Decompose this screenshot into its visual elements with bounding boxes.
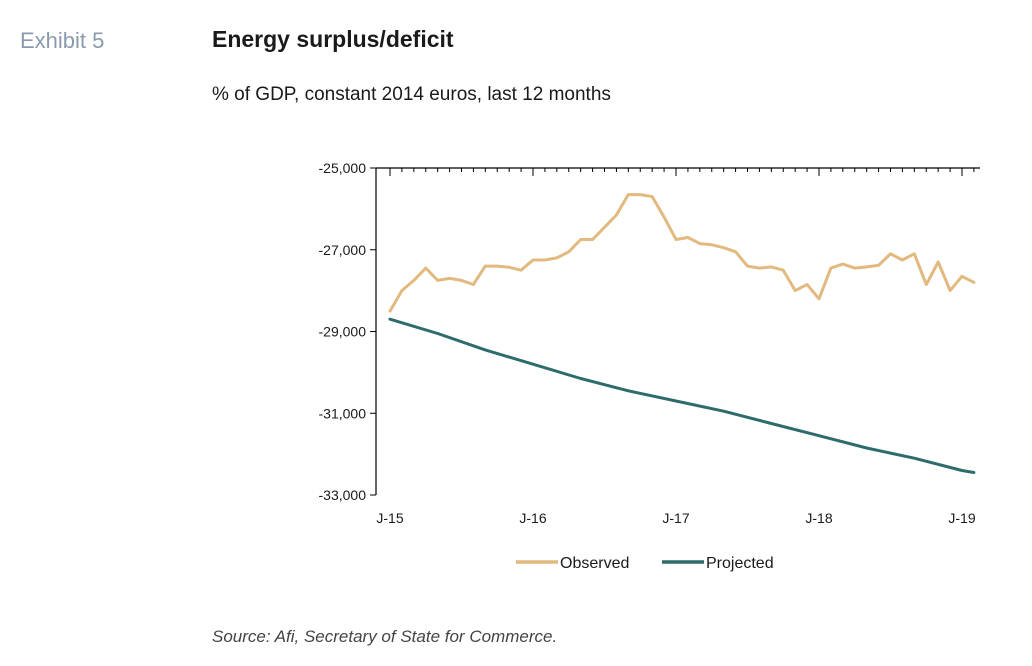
x-tick-label: J-16 (519, 510, 546, 526)
chart-series (388, 193, 976, 474)
exhibit-label: Exhibit 5 (20, 28, 105, 53)
x-tick-label: J-19 (948, 510, 975, 526)
legend-label-observed: Observed (560, 555, 629, 572)
y-tick-label: -27,000 (319, 242, 367, 258)
chart-title: Energy surplus/deficit (212, 26, 454, 52)
x-tick-label: J-17 (662, 510, 689, 526)
chart-subtitle: % of GDP, constant 2014 euros, last 12 m… (212, 84, 611, 105)
source-note: Source: Afi, Secretary of State for Comm… (212, 627, 558, 646)
x-tick-label: J-15 (376, 510, 403, 526)
x-tick-label: J-18 (805, 510, 832, 526)
series-line-observed (388, 193, 976, 313)
y-tick-label: -31,000 (319, 405, 367, 421)
y-tick-label: -33,000 (319, 487, 367, 503)
chart-legend: Observed Projected (516, 555, 774, 572)
chart-axes: -25,000 -27,000 -29,000 -31,000 -33,000 J-15 J… (319, 160, 980, 526)
legend-label-projected: Projected (706, 555, 774, 572)
series-line-projected (388, 317, 976, 474)
y-tick-label: -29,000 (319, 324, 367, 340)
y-tick-label: -25,000 (319, 160, 367, 176)
